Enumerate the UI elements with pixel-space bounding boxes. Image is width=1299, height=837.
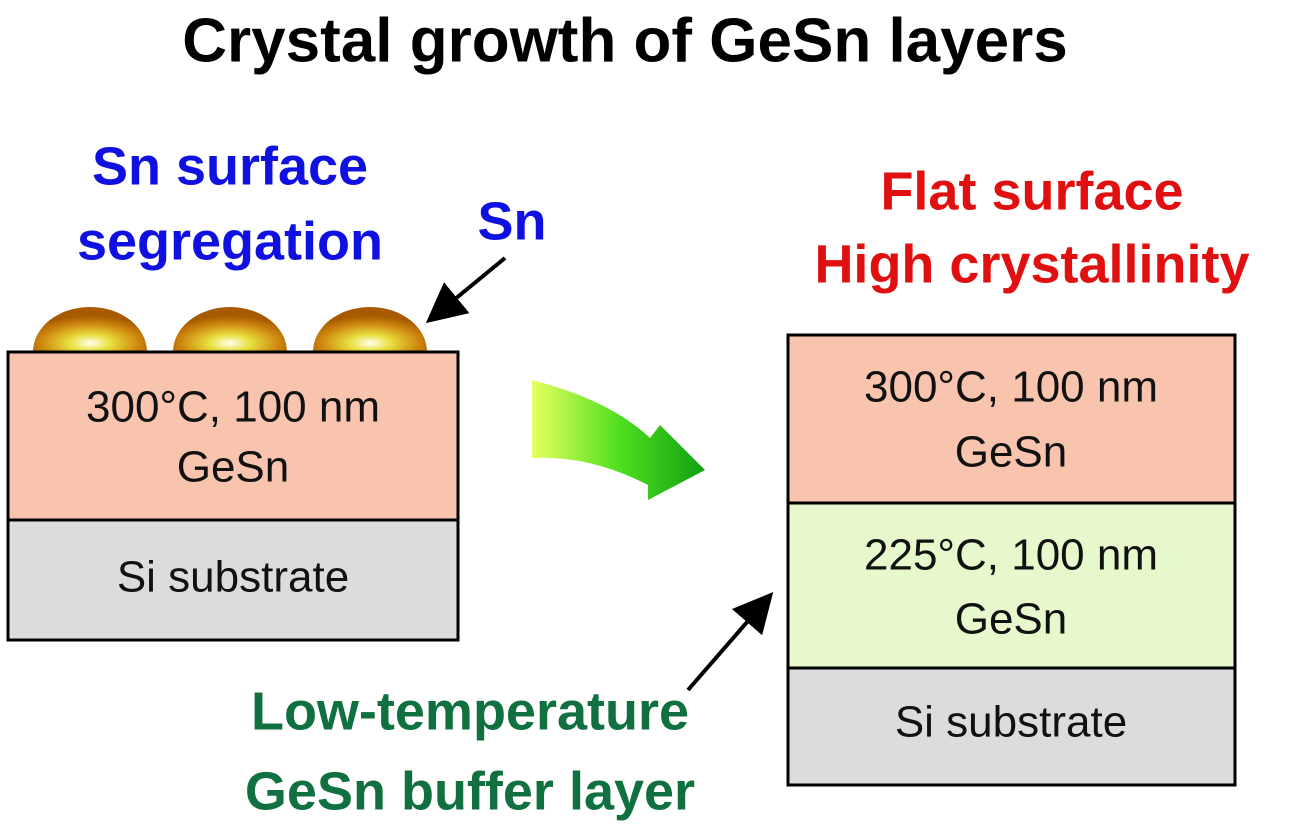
- layer-text: Si substrate: [117, 553, 349, 602]
- layer: [6, 350, 460, 522]
- layer-text: 300°C, 100 nm: [86, 383, 380, 432]
- sn-label: Sn: [477, 191, 546, 251]
- right-label: High crystallinity: [814, 234, 1249, 294]
- process-arrow: [532, 380, 705, 500]
- layer: [6, 518, 460, 642]
- layer-text: GeSn: [177, 443, 290, 492]
- buffer-label: GeSn buffer layer: [245, 761, 695, 821]
- buffer-label: Low-temperature: [251, 681, 689, 741]
- layer-text: 300°C, 100 nm: [864, 363, 1158, 412]
- right-label: Flat surface: [880, 161, 1183, 221]
- layer-text: GeSn: [955, 428, 1068, 477]
- title: Crystal growth of GeSn layers: [182, 6, 1067, 75]
- layer: [786, 501, 1237, 670]
- layer-text: Si substrate: [895, 698, 1127, 747]
- arrow: [425, 256, 507, 324]
- sn-dome: [313, 307, 427, 352]
- layer: [786, 666, 1237, 787]
- layer-text: 225°C, 100 nm: [864, 531, 1158, 580]
- left-label: Sn surface: [92, 136, 368, 196]
- arrow: [686, 591, 774, 692]
- sn-dome: [33, 307, 147, 352]
- left-label: segregation: [77, 211, 383, 271]
- layer-text: GeSn: [955, 595, 1068, 644]
- sn-dome: [173, 307, 287, 352]
- layer: [786, 333, 1237, 505]
